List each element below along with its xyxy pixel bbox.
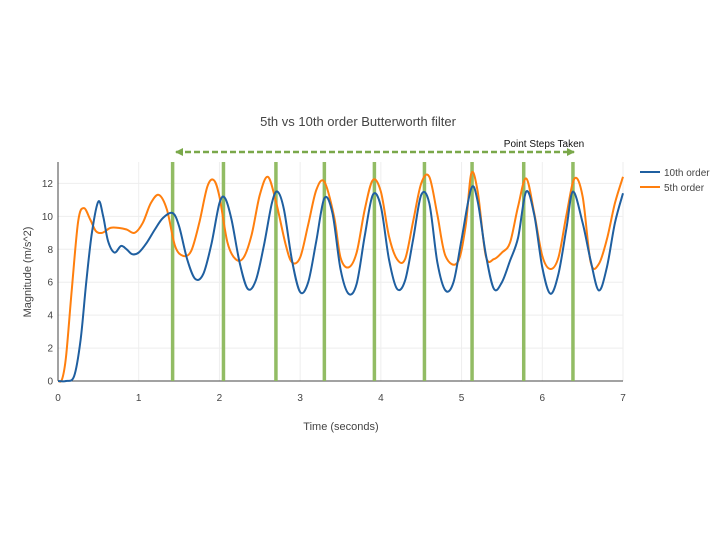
x-tick-label: 0 [55,393,61,404]
x-axis-title: Time (seconds) [303,421,378,433]
legend-label-10th-order: 10th order [664,168,710,179]
x-tick-label: 5 [459,393,465,404]
series-line-5th-order [57,170,624,383]
legend-label-5th-order: 5th order [664,183,705,194]
y-tick-label: 12 [42,179,54,190]
x-tick-label: 2 [217,393,223,404]
annotation-label: Point Steps Taken [504,139,584,150]
y-tick-label: 10 [42,212,54,223]
x-tick-label: 6 [540,393,546,404]
y-axis-title: Magnitude (m/s^2) [22,227,34,318]
x-tick-label: 4 [378,393,384,404]
x-tick-label: 7 [620,393,626,404]
y-tick-label: 0 [47,377,53,388]
series-line-10th-order [57,185,624,383]
series-lines [57,170,624,383]
x-tick-label: 1 [136,393,142,404]
y-tick-label: 2 [47,344,53,355]
chart-title: 5th vs 10th order Butterworth filter [260,114,456,129]
y-tick-label: 4 [47,311,53,322]
x-tick-label: 3 [297,393,303,404]
y-tick-label: 8 [47,245,53,256]
y-tick-label: 6 [47,278,53,289]
legend: 10th order 5th order [640,168,710,194]
grid [58,162,624,381]
